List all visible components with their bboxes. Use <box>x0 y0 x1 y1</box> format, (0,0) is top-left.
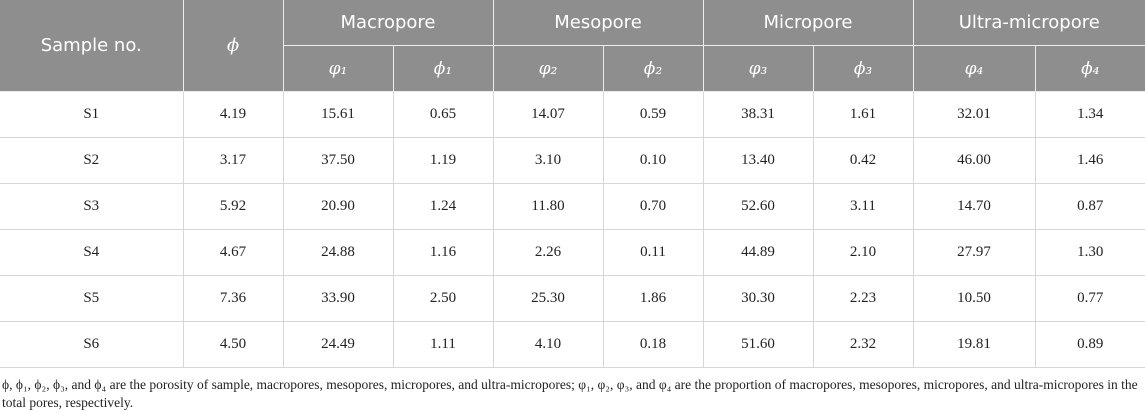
table-cell: 5.92 <box>182 183 284 230</box>
table-cell: 4.50 <box>182 321 284 368</box>
table-cell: 1.46 <box>1034 137 1145 184</box>
table-cell: 3.10 <box>492 137 604 184</box>
table-cell: 51.60 <box>702 321 814 368</box>
table-cell: 20.90 <box>282 183 394 230</box>
sub-header: φ₂ <box>493 45 604 92</box>
table-cell: 0.77 <box>1034 275 1145 322</box>
table-cell: S4 <box>0 229 184 276</box>
table-cell: 2.50 <box>392 275 494 322</box>
table-cell: 0.42 <box>812 137 914 184</box>
table-cell: 38.31 <box>702 91 814 138</box>
table-cell: 1.61 <box>812 91 914 138</box>
sub-header: φ₄ <box>913 45 1036 92</box>
table-cell: 4.67 <box>182 229 284 276</box>
table-cell: 1.34 <box>1034 91 1145 138</box>
table-cell: 0.18 <box>602 321 704 368</box>
table-cell: 14.70 <box>912 183 1036 230</box>
group-header: Mesopore <box>493 0 704 46</box>
table-cell: 0.89 <box>1034 321 1145 368</box>
sub-header: φ₃ <box>703 45 814 92</box>
table-cell: 7.36 <box>182 275 284 322</box>
table-cell: S1 <box>0 91 184 138</box>
table-cell: 14.07 <box>492 91 604 138</box>
sub-header: ϕ₃ <box>813 45 914 92</box>
table-row: S4 4.67 24.88 1.16 2.26 0.11 44.89 2.10 27.97 1.3… <box>0 229 1145 276</box>
table-cell: 3.17 <box>182 137 284 184</box>
table-row: S1 4.19 15.61 0.65 14.07 0.59 38.31 1.61 32.01 1.… <box>0 91 1145 138</box>
table-cell: 15.61 <box>282 91 394 138</box>
group-header: Ultra-micropore <box>913 0 1145 46</box>
table-cell: 1.16 <box>392 229 494 276</box>
group-header: Macropore <box>283 0 494 46</box>
table-cell: 25.30 <box>492 275 604 322</box>
header-cell: ϕ <box>183 0 284 92</box>
table-cell: 24.88 <box>282 229 394 276</box>
table-cell: 4.19 <box>182 91 284 138</box>
table-cell: S6 <box>0 321 184 368</box>
table-cell: 0.10 <box>602 137 704 184</box>
table-cell: 0.87 <box>1034 183 1145 230</box>
table-cell: 4.10 <box>492 321 604 368</box>
table-cell: 37.50 <box>282 137 394 184</box>
table-cell: 2.10 <box>812 229 914 276</box>
sub-header: ϕ₄ <box>1035 45 1145 92</box>
footnote: ϕ, ϕ₁, ϕ₂, ϕ₃, and ϕ₄ are the porosity o… <box>2 377 1138 410</box>
table-cell: 13.40 <box>702 137 814 184</box>
table-cell: 1.11 <box>392 321 494 368</box>
table-cell: S2 <box>0 137 184 184</box>
table-row: S5 7.36 33.90 2.50 25.30 1.86 30.30 2.23 10.50 0.… <box>0 275 1145 322</box>
table-cell: 1.86 <box>602 275 704 322</box>
header-cell: Sample no. <box>0 0 184 92</box>
table-cell: 33.90 <box>282 275 394 322</box>
table-cell: S3 <box>0 183 184 230</box>
table-cell: 2.26 <box>492 229 604 276</box>
table-row: S2 3.17 37.50 1.19 3.10 0.10 13.40 0.42 46.00 1.4… <box>0 137 1145 184</box>
sub-header: φ₁ <box>283 45 394 92</box>
table-cell: 11.80 <box>492 183 604 230</box>
data-table: Sample no. ϕ Macropore Mesopore Micropore U… <box>0 0 1145 368</box>
table-cell: 1.24 <box>392 183 494 230</box>
table-cell: 0.70 <box>602 183 704 230</box>
table-cell: 3.11 <box>812 183 914 230</box>
table-cell: 2.32 <box>812 321 914 368</box>
table-cell: 52.60 <box>702 183 814 230</box>
table-cell: 44.89 <box>702 229 814 276</box>
table-cell: 1.30 <box>1034 229 1145 276</box>
table-cell: 19.81 <box>912 321 1036 368</box>
table-cell: 2.23 <box>812 275 914 322</box>
group-header: Micropore <box>703 0 914 46</box>
sub-header: ϕ₂ <box>603 45 704 92</box>
table-cell: 24.49 <box>282 321 394 368</box>
table-cell: 0.11 <box>602 229 704 276</box>
table-cell: 10.50 <box>912 275 1036 322</box>
table-cell: S5 <box>0 275 184 322</box>
table-cell: 1.19 <box>392 137 494 184</box>
table-row: S3 5.92 20.90 1.24 11.80 0.70 52.60 3.11 14.70 0.… <box>0 183 1145 230</box>
table-row: S6 4.50 24.49 1.11 4.10 0.18 51.60 2.32 19.81 0.8… <box>0 321 1145 368</box>
sub-header: ϕ₁ <box>393 45 494 92</box>
table-cell: 0.59 <box>602 91 704 138</box>
table-cell: 46.00 <box>912 137 1036 184</box>
table-cell: 32.01 <box>912 91 1036 138</box>
table-cell: 30.30 <box>702 275 814 322</box>
table-cell: 27.97 <box>912 229 1036 276</box>
table-cell: 0.65 <box>392 91 494 138</box>
